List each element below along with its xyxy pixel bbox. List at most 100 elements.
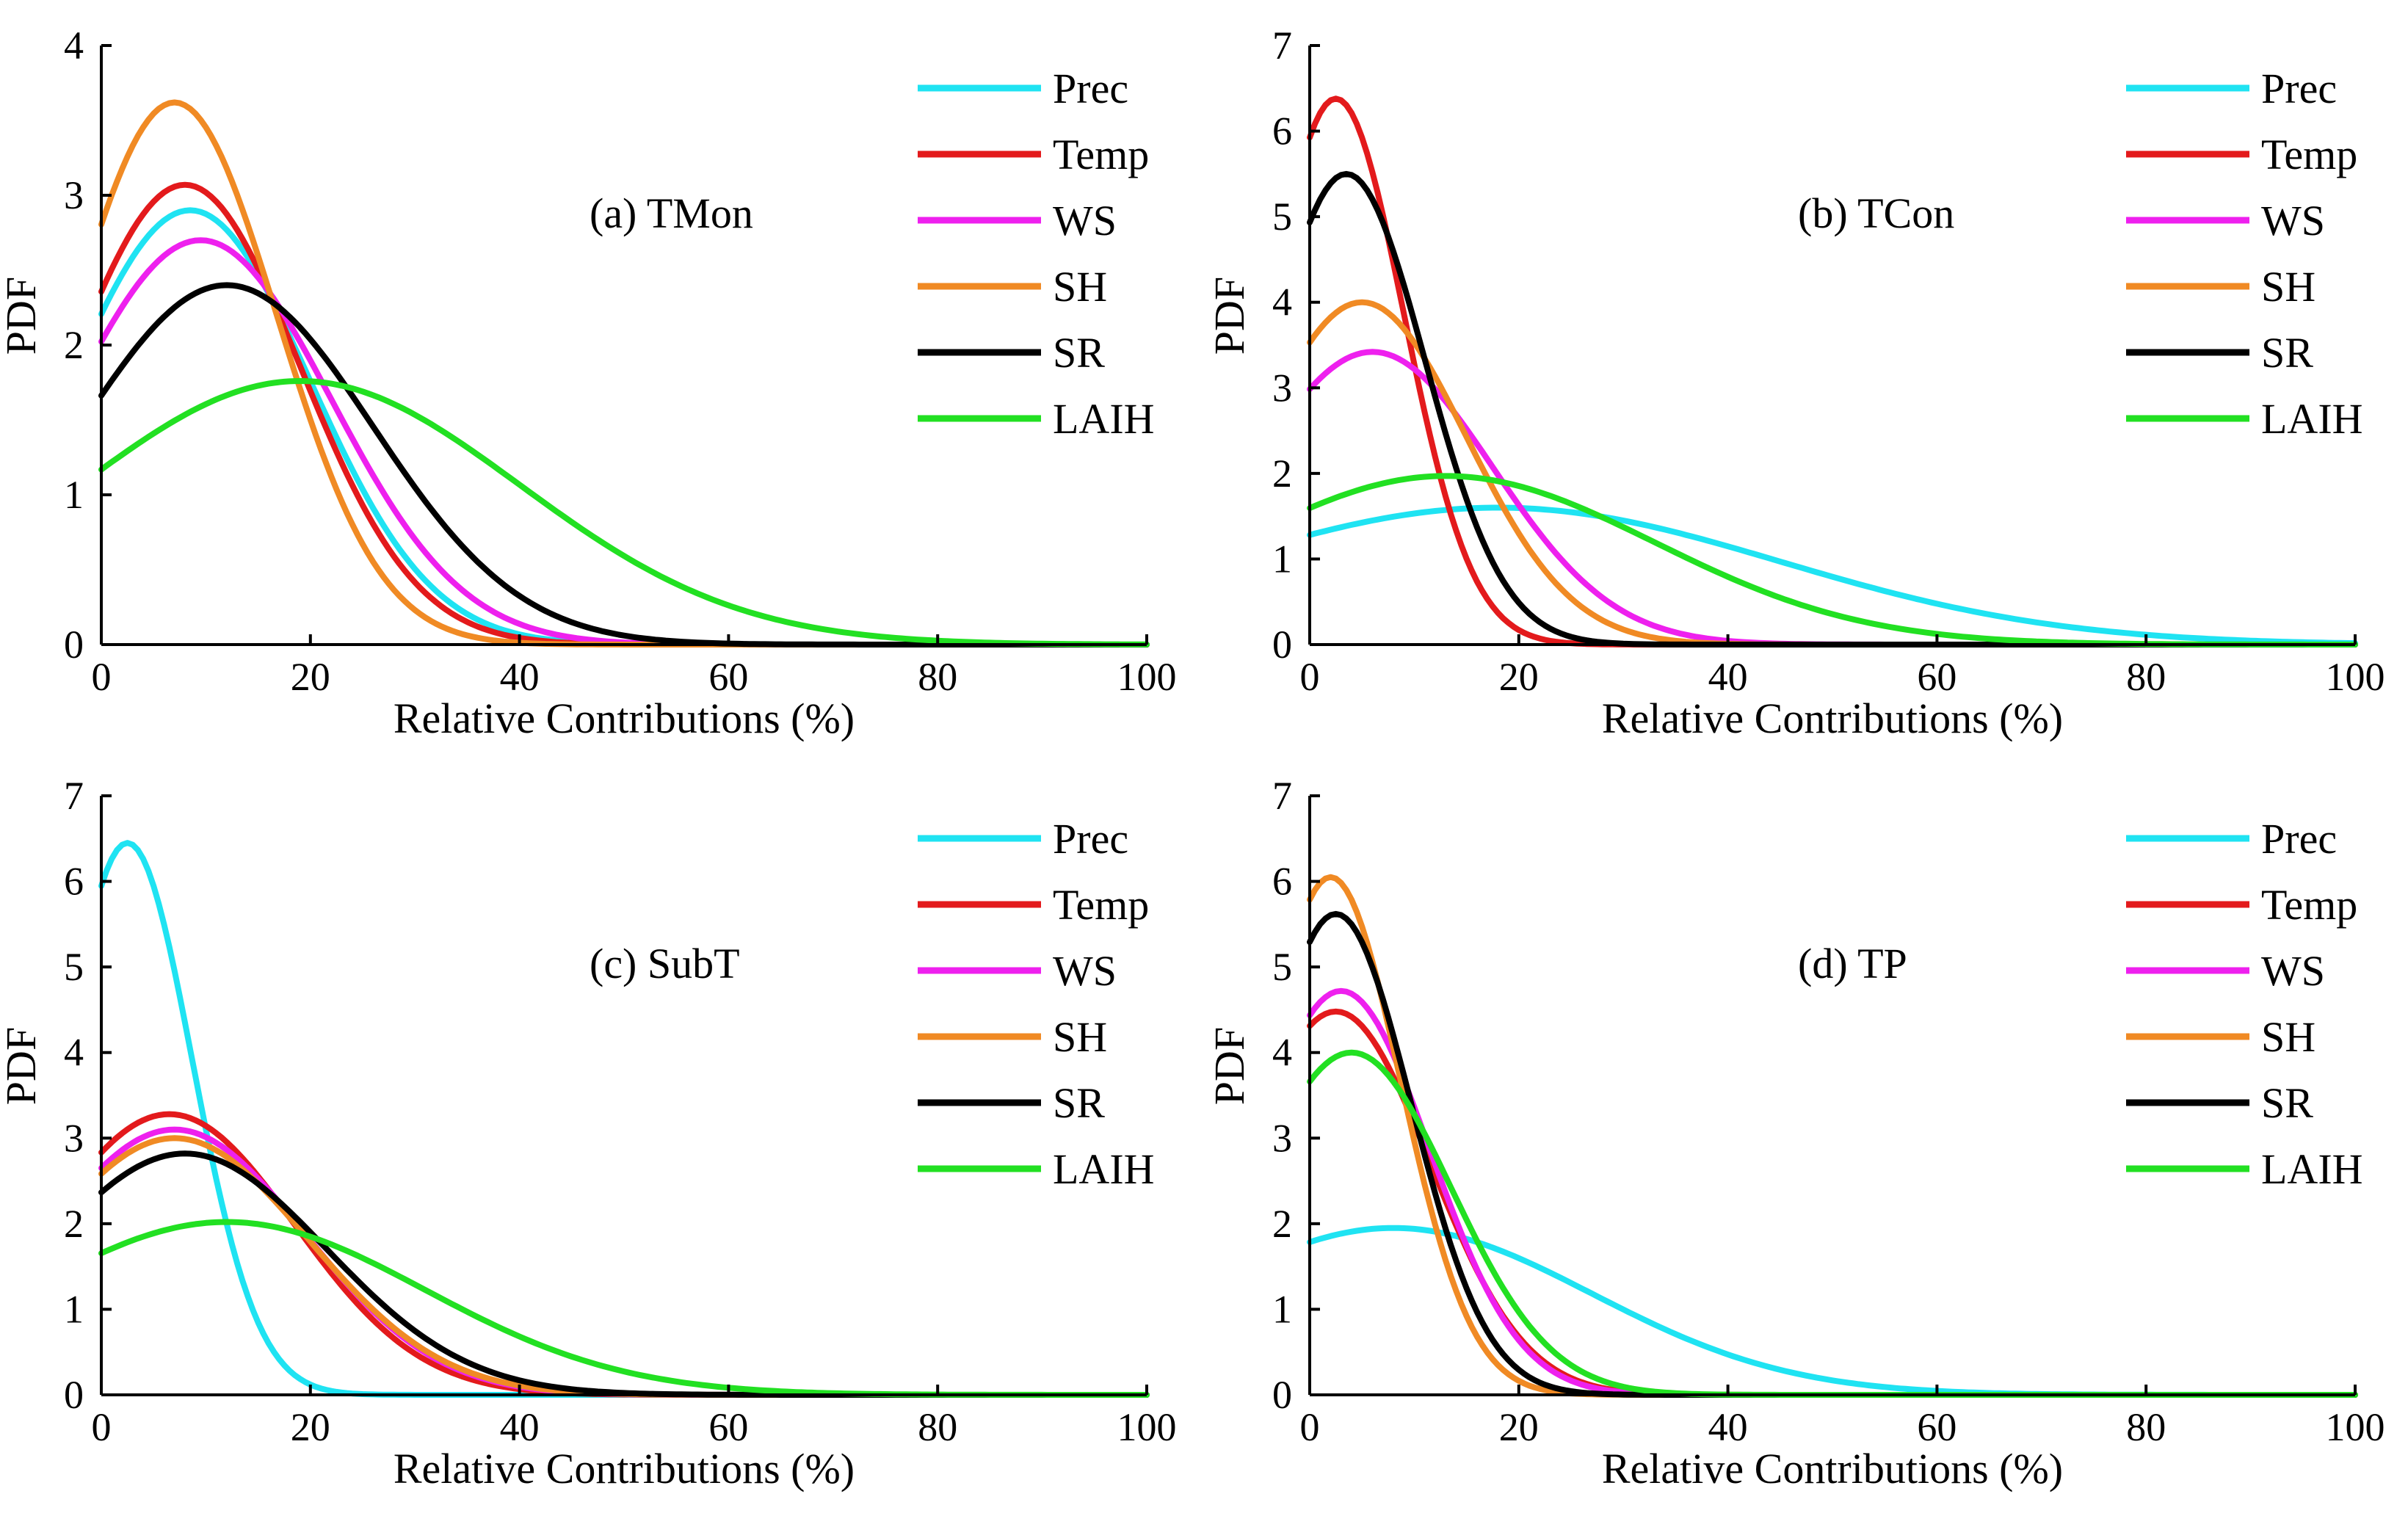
panel-a-legend-label-ws: WS bbox=[1053, 197, 1117, 244]
panel-a-legend-label-temp: Temp bbox=[1053, 131, 1149, 178]
panel-a-x-tick-label: 0 bbox=[92, 655, 112, 699]
panel-c-legend: Prec Temp WS SH SR LAIH bbox=[918, 815, 1155, 1193]
panel-c-y-tick-label: 0 bbox=[64, 1373, 84, 1417]
panel-c-x-axis-label: Relative Contributions (%) bbox=[394, 1445, 855, 1492]
panel-b-legend-label-ws: WS bbox=[2261, 197, 2325, 244]
panel-b-y-tick-label: 3 bbox=[1272, 366, 1292, 410]
panel-d-y-tick-label: 6 bbox=[1272, 860, 1292, 904]
panel-c-y-tick-label: 4 bbox=[64, 1031, 84, 1075]
panel-c-series-sr bbox=[98, 1150, 1150, 1398]
panel-d-series-temp bbox=[1307, 1008, 2358, 1398]
panel-d-x-tick-label: 80 bbox=[2126, 1405, 2166, 1449]
panel-c-x-tick-label: 100 bbox=[1117, 1405, 1177, 1449]
panel-a-legend-label-sh: SH bbox=[1053, 263, 1107, 311]
panel-b-title: (b) TCon bbox=[1798, 189, 1954, 237]
panel-a-x-axis-label: Relative Contributions (%) bbox=[394, 694, 855, 742]
panel-a-x-tick-label: 80 bbox=[918, 655, 957, 699]
panel-a-legend: Prec Temp WS SH SR LAIH bbox=[918, 65, 1155, 443]
panel-b-y-tick-label: 6 bbox=[1272, 109, 1292, 153]
panel-b: 0 20 40 60 80 100 0 1 2 3 4 5 6 7 Relative Contributio… bbox=[1205, 23, 2385, 742]
panel-a-legend-label-prec: Prec bbox=[1053, 65, 1128, 112]
panel-d-x-tick-label: 40 bbox=[1708, 1405, 1748, 1449]
panel-d: 0 20 40 60 80 100 0 1 2 3 4 5 6 7 Relative Contributio… bbox=[1205, 774, 2385, 1492]
panel-c-series-temp bbox=[98, 1111, 1150, 1398]
panel-b-y-tick-label: 4 bbox=[1272, 280, 1292, 324]
panel-c-legend-label-temp: Temp bbox=[1053, 881, 1149, 929]
panel-b-y-tick-label: 5 bbox=[1272, 195, 1292, 239]
panel-a-series-laih bbox=[98, 378, 1150, 648]
panel-d-y-tick-label: 2 bbox=[1272, 1202, 1292, 1246]
panel-c-legend-label-laih: LAIH bbox=[1053, 1145, 1155, 1193]
panel-c-legend-label-prec: Prec bbox=[1053, 815, 1128, 863]
panel-d-x-tick-label: 0 bbox=[1300, 1405, 1320, 1449]
panel-a-series-sr bbox=[98, 282, 1150, 648]
panel-a-y-axis-label: PDF bbox=[0, 277, 45, 355]
panel-a-x-tick-label: 100 bbox=[1117, 655, 1177, 699]
panel-d-legend-label-sr: SR bbox=[2261, 1079, 2313, 1127]
panel-c-y-tick-label: 2 bbox=[64, 1202, 84, 1246]
panel-c-x-tick-label: 60 bbox=[708, 1405, 748, 1449]
panel-d-legend-label-sh: SH bbox=[2261, 1013, 2315, 1061]
panel-b-series-prec bbox=[1307, 504, 2358, 647]
panel-b-x-tick-label: 20 bbox=[1499, 655, 1539, 699]
panel-b-series-temp bbox=[1307, 95, 2358, 648]
panel-a-legend-label-sr: SR bbox=[1053, 329, 1105, 377]
panel-a-legend-label-laih: LAIH bbox=[1053, 395, 1155, 443]
panel-a-y-tick-label: 0 bbox=[64, 623, 84, 667]
panel-b-legend-label-prec: Prec bbox=[2261, 65, 2337, 112]
panel-a-y-tick-label: 1 bbox=[64, 473, 84, 517]
panel-b-x-tick-label: 0 bbox=[1300, 655, 1320, 699]
panel-c-x-tick-label: 20 bbox=[291, 1405, 330, 1449]
panel-a-x-tick-label: 60 bbox=[708, 655, 748, 699]
panel-b-legend-label-laih: LAIH bbox=[2261, 395, 2363, 443]
panel-a-series-sh bbox=[98, 99, 1150, 648]
panel-a-y-tick-label: 3 bbox=[64, 173, 84, 217]
panel-c-x-tick-label: 80 bbox=[918, 1405, 957, 1449]
panel-b-legend: Prec Temp WS SH SR LAIH bbox=[2126, 65, 2363, 443]
panel-b-y-tick-label: 2 bbox=[1272, 451, 1292, 496]
panel-b-x-tick-label: 80 bbox=[2126, 655, 2166, 699]
panel-d-legend: Prec Temp WS SH SR LAIH bbox=[2126, 815, 2363, 1193]
panel-d-y-tick-label: 4 bbox=[1272, 1031, 1292, 1075]
panel-c-y-tick-label: 7 bbox=[64, 774, 84, 818]
panel-c-y-axis-label: PDF bbox=[0, 1027, 45, 1105]
panel-a-title: (a) TMon bbox=[590, 189, 753, 237]
panel-b-x-tick-label: 100 bbox=[2326, 655, 2385, 699]
panel-d-y-axis-label: PDF bbox=[1205, 1027, 1253, 1105]
panel-b-y-axis-label: PDF bbox=[1205, 277, 1253, 355]
panel-b-y-tick-label: 1 bbox=[1272, 537, 1292, 581]
panel-d-y-tick-label: 3 bbox=[1272, 1116, 1292, 1160]
panel-c: 0 20 40 60 80 100 0 1 2 3 4 5 6 7 Relative Contributio… bbox=[0, 774, 1177, 1492]
panel-a-y-tick-label: 4 bbox=[64, 23, 84, 68]
panel-d-y-tick-label: 1 bbox=[1272, 1287, 1292, 1331]
panel-b-x-axis-label: Relative Contributions (%) bbox=[1602, 694, 2063, 742]
panel-b-x-tick-label: 40 bbox=[1708, 655, 1748, 699]
panel-b-legend-label-sh: SH bbox=[2261, 263, 2315, 311]
panel-c-y-tick-label: 3 bbox=[64, 1116, 84, 1160]
panel-a-series-ws bbox=[98, 237, 1150, 648]
panel-c-series-laih bbox=[98, 1219, 1150, 1398]
panel-a-x-tick-label: 40 bbox=[500, 655, 540, 699]
panel-d-y-tick-label: 7 bbox=[1272, 774, 1292, 818]
panel-a-y-tick-label: 2 bbox=[64, 323, 84, 367]
panel-d-legend-label-prec: Prec bbox=[2261, 815, 2337, 863]
panel-c-y-tick-label: 6 bbox=[64, 860, 84, 904]
panel-c-y-tick-label: 5 bbox=[64, 945, 84, 989]
panel-c-x-tick-label: 40 bbox=[500, 1405, 540, 1449]
panel-d-legend-label-ws: WS bbox=[2261, 947, 2325, 995]
panel-c-legend-label-ws: WS bbox=[1053, 947, 1117, 995]
panel-c-legend-label-sr: SR bbox=[1053, 1079, 1105, 1127]
panel-c-y-tick-label: 1 bbox=[64, 1287, 84, 1331]
panel-d-x-tick-label: 60 bbox=[1917, 1405, 1956, 1449]
panel-b-legend-label-sr: SR bbox=[2261, 329, 2313, 377]
panel-c-x-tick-label: 0 bbox=[92, 1405, 112, 1449]
panel-d-y-tick-label: 5 bbox=[1272, 945, 1292, 989]
panel-d-x-tick-label: 100 bbox=[2326, 1405, 2385, 1449]
panel-a: 0 20 40 60 80 100 0 1 2 3 4 Relative Contributions … bbox=[0, 23, 1177, 742]
panel-d-x-axis-label: Relative Contributions (%) bbox=[1602, 1445, 2063, 1492]
panel-d-legend-label-laih: LAIH bbox=[2261, 1145, 2363, 1193]
panel-d-title: (d) TP bbox=[1798, 940, 1907, 987]
panel-d-legend-label-temp: Temp bbox=[2261, 881, 2357, 929]
panel-c-series-prec bbox=[98, 840, 1150, 1398]
